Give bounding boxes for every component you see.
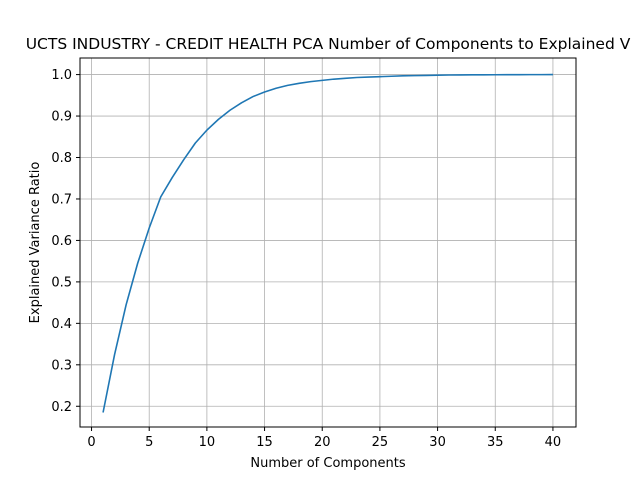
- y-tick-label: 0.4: [51, 317, 72, 332]
- y-axis-label: Explained Variance Ratio: [28, 162, 43, 324]
- series-line: [102, 73, 553, 413]
- x-tick-label: 0: [87, 435, 95, 450]
- y-tick-label: 0.3: [51, 358, 72, 373]
- y-tick-label: 0.9: [51, 110, 72, 125]
- y-tick-label: 0.7: [51, 192, 72, 207]
- x-tick-label: 20: [314, 435, 331, 450]
- ticks: 0 5 10 15 20 25 30 35 40 0.2 0.3 0.4 0.5 0.6 0.7 0.8 0.9…: [51, 68, 561, 450]
- plot-frame: [79, 57, 577, 428]
- x-tick-label: 15: [256, 435, 273, 450]
- x-tick-label: 35: [487, 435, 504, 450]
- x-tick-label: 30: [429, 435, 446, 450]
- y-tick-label: 1.0: [51, 68, 72, 83]
- y-tick-label: 0.2: [51, 400, 72, 415]
- grid: [80, 58, 576, 427]
- x-tick-label: 10: [199, 435, 216, 450]
- chart-title: UCTS INDUSTRY - CREDIT HEALTH PCA Number…: [26, 35, 631, 53]
- y-tick-label: 0.6: [51, 234, 72, 249]
- y-tick-label: 0.8: [51, 151, 72, 166]
- y-tick-label: 0.5: [51, 275, 72, 290]
- x-tick-label: 40: [545, 435, 562, 450]
- x-axis-label: Number of Components: [250, 456, 405, 471]
- x-tick-label: 25: [372, 435, 389, 450]
- series-layer: [102, 73, 553, 413]
- x-tick-label: 5: [145, 435, 153, 450]
